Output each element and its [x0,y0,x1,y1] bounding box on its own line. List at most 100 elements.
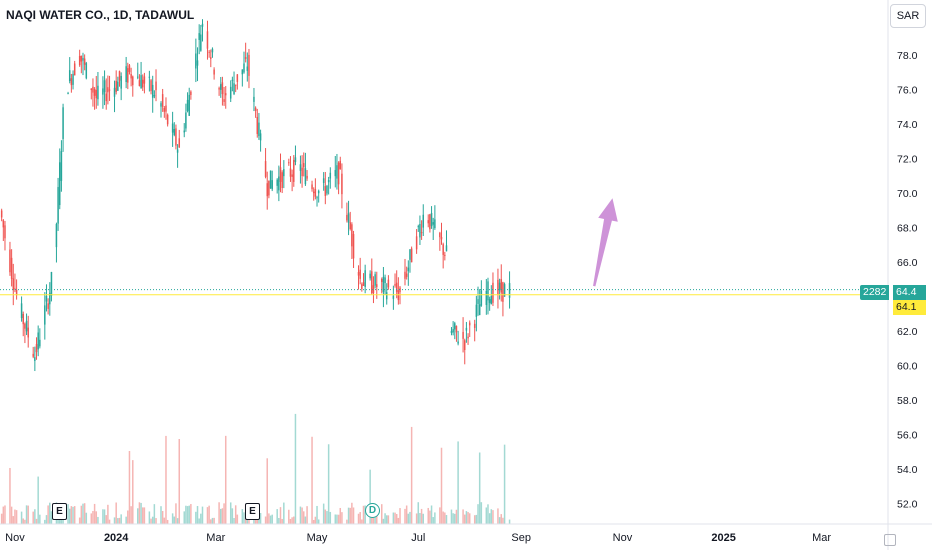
candle-body [442,244,444,255]
candle-body [185,112,187,129]
candle-body [2,220,5,228]
candle-body [427,220,429,224]
volume-bar [316,505,318,524]
candle-body [39,339,41,347]
candle-body [107,87,109,93]
earnings-event-icon[interactable]: E [245,503,260,520]
candle-body [361,284,363,289]
currency-button[interactable]: SAR [890,4,926,28]
candle-body [231,79,234,81]
volume-bar [15,510,18,524]
volume-bar [422,513,425,524]
candle-body [155,81,157,91]
volume-bar [206,507,209,524]
candle-body [269,170,272,189]
candle-body [70,78,73,86]
candle-body [334,170,337,177]
candle-body [113,87,116,97]
earnings-event-icon[interactable]: E [52,503,67,520]
candle-body [314,188,317,197]
volume-bar [196,506,199,524]
volume-bar [236,514,239,524]
y-tick-label: 78.0 [897,50,918,62]
settings-corner-button[interactable] [884,534,896,546]
volume-bar [394,512,396,524]
candle-body [150,80,152,92]
candle-body [90,88,93,91]
volume-bar [57,519,59,524]
candle-body [301,167,303,177]
candle-body [322,178,325,183]
candle-body [256,116,259,134]
candle-body [422,214,425,228]
candle-body [210,57,212,59]
candle-body [44,305,46,325]
volume-bar [399,508,401,524]
volume-bar [271,514,273,524]
candle-body [55,224,58,248]
volume-bar [444,512,446,524]
volume-bar [188,505,190,524]
candle-body [253,96,255,102]
y-tick-label: 62.0 [897,326,918,338]
candle-body [395,282,398,292]
volume-bar [105,515,107,524]
candle-body [337,162,340,185]
candle-body [371,271,373,294]
volume-bar [223,503,225,524]
volume-bar [190,504,192,524]
candle-body [165,105,167,112]
candle-body [85,63,88,79]
candle-body [117,81,119,91]
candle-body [432,222,434,225]
candle-body [37,332,39,350]
dividend-event-icon[interactable]: D [365,503,380,518]
candle-body [384,277,386,284]
volume-bar [349,507,351,524]
volume-bar [299,506,302,524]
candle-body [329,172,332,179]
volume-bar [475,514,478,524]
volume-bar [173,516,176,524]
volume-bar [218,502,220,524]
candle-body [352,234,355,259]
candle-body [241,69,244,75]
candle-body [148,76,151,78]
candle-body [243,63,245,73]
candle-body [95,90,98,99]
volume-bar [337,514,340,524]
candle-body [229,86,232,99]
volume-bar [155,518,157,524]
candle-body [382,276,385,293]
volume-bar [80,505,83,524]
volume-bar [317,519,320,524]
candle-body [35,344,38,353]
candle-body [32,353,34,357]
volume-bar [430,505,433,524]
volume-bar [364,505,366,524]
candle-body [498,282,501,291]
volume-bar [279,507,282,524]
volume-bar [269,515,272,524]
candle-body [97,85,99,100]
volume-bar [278,517,280,524]
volume-bar [186,506,189,524]
volume-bar [362,505,365,524]
volume-bar [500,514,503,524]
candle-body [15,289,18,296]
candle-body [161,94,164,107]
candle-body [264,161,267,177]
candle-body [125,66,127,83]
candle-body [364,270,366,287]
candle-body [25,320,28,332]
candle-body [128,65,131,72]
volume-bar [49,502,51,524]
volume-bar [429,510,431,524]
candle-body [357,271,360,276]
volume-bar [92,510,94,524]
candle-body [45,295,48,302]
candle-body [82,58,84,61]
candle-body [473,323,476,328]
candle-body [80,55,83,62]
